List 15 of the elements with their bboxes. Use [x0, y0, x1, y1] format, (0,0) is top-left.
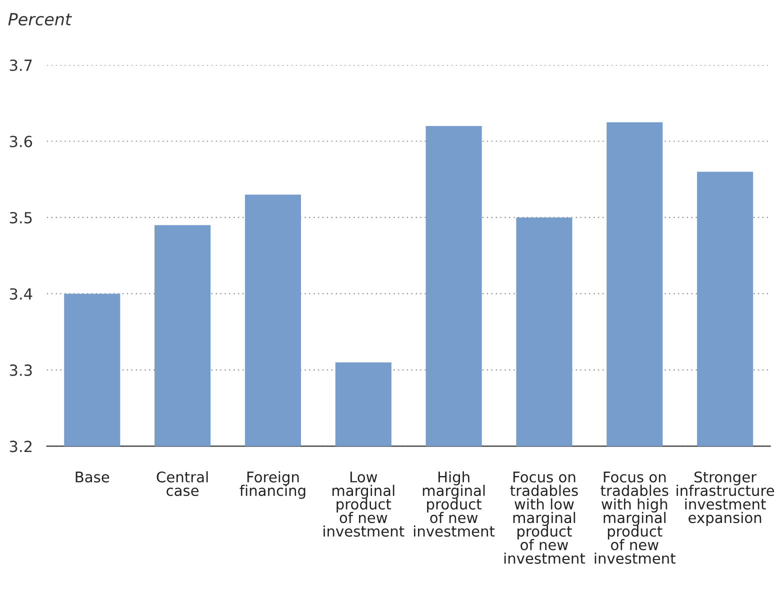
y-tick-label: 3.6	[10, 136, 32, 148]
x-tick-label: High marginal product of new investment	[414, 471, 495, 537]
x-tick-label: Low marginal product of new investment	[324, 472, 404, 537]
x-tick-label: Focus on tradables with low marginal product of new investment	[504, 472, 586, 564]
x-tick-label: Base	[76, 472, 110, 482]
y-tick-label: 3.5	[10, 212, 32, 224]
y-tick-label: 3.2	[10, 440, 32, 452]
x-tick-label: Foreign financing	[240, 471, 306, 499]
y-tick-label: 3.7	[10, 59, 32, 72]
x-tick-label: Focus on tradables with high marginal product of new investment	[594, 472, 676, 564]
y-axis-title: Percent	[8, 13, 72, 26]
x-tick-label: Stronger infrastructure investment expansion	[676, 471, 774, 526]
x-tick-label: Central case	[156, 471, 208, 496]
y-tick-label: 3.4	[10, 288, 32, 300]
y-tick-label: 3.3	[10, 364, 32, 376]
